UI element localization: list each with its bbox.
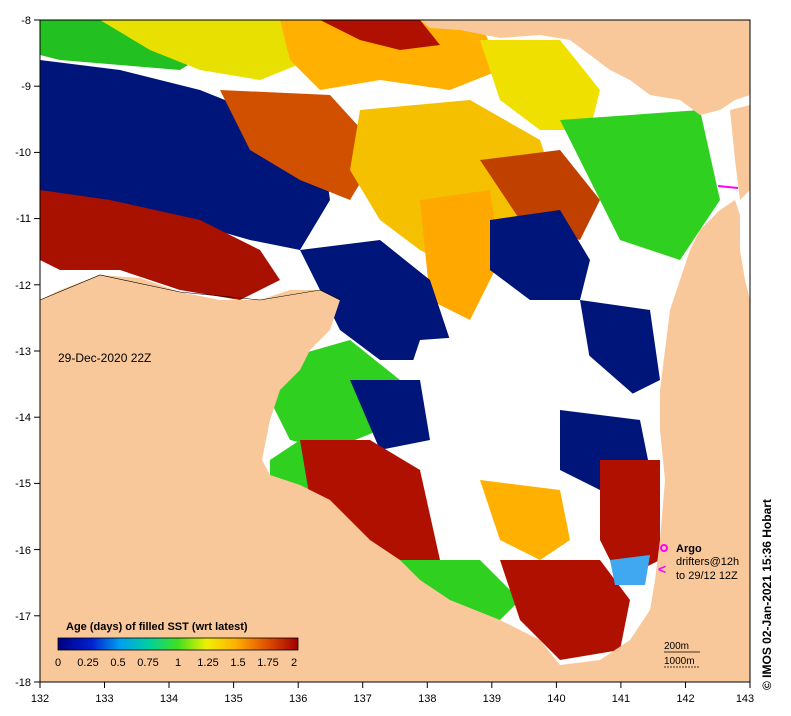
- patch-red-east-gulf: [600, 460, 660, 580]
- patch-lightblue-se: [610, 555, 650, 585]
- lat-label: -9: [21, 81, 31, 93]
- patch-darkorange-mid: [220, 90, 380, 200]
- lat-tick-labels: -8 -9 -10 -11 -12 -13 -14 -15 -16 -17 -1…: [15, 15, 31, 689]
- colorbar-tick: 1: [175, 657, 181, 669]
- argo-label: Argo: [676, 543, 702, 555]
- colorbar-tick: 0: [55, 657, 61, 669]
- depth-label-200m: 200m: [664, 641, 689, 652]
- lon-label: 135: [224, 693, 242, 705]
- colorbar-tick: 0.5: [110, 657, 125, 669]
- lon-label: 136: [289, 693, 307, 705]
- lon-label: 142: [676, 693, 694, 705]
- drifter-track: [717, 185, 739, 189]
- patch-green-ne: [560, 110, 720, 260]
- colorbar-tick: 1.5: [230, 657, 245, 669]
- colorbar: [57, 637, 299, 651]
- lon-label: 134: [160, 693, 178, 705]
- depth-label-1000m: 1000m: [664, 656, 695, 667]
- colorbar-title: Age (days) of filled SST (wrt latest): [66, 621, 248, 633]
- lat-label: -8: [21, 15, 31, 27]
- patch-navy-east: [490, 210, 590, 300]
- drifters-label-1: drifters@12h: [676, 556, 739, 568]
- lon-label: 140: [547, 693, 565, 705]
- imos-credit: © IMOS 02-Jan-2021 15:36 Hobart: [760, 499, 774, 690]
- colorbar-tick-labels: 0 0.25 0.5 0.75 1 1.25 1.5 1.75 2: [55, 657, 297, 669]
- argo-marker-icon: [660, 544, 668, 552]
- patch-red-north: [320, 20, 440, 50]
- lon-label: 139: [483, 693, 501, 705]
- land: [40, 20, 750, 682]
- colorbar-tick: 0.25: [77, 657, 98, 669]
- drifters-label-2: to 29/12 12Z: [676, 570, 738, 582]
- lat-label: -11: [16, 213, 31, 225]
- land-new-guinea: [420, 20, 750, 115]
- patch-orange-gulf-south: [480, 480, 570, 560]
- lat-label: -18: [15, 677, 31, 689]
- lon-tick-labels: 132 133 134 135 136 137 138 139 140 141 …: [31, 693, 754, 705]
- patch-navy-ne-gulf: [580, 300, 660, 400]
- land-top-end: [40, 200, 750, 682]
- lat-tick-marks: [34, 19, 40, 683]
- patch-red-center: [480, 150, 600, 240]
- patch-navy-center: [300, 240, 450, 360]
- lat-label: -10: [15, 147, 31, 159]
- lat-label: -17: [15, 611, 31, 623]
- lat-label: -15: [15, 478, 31, 490]
- patch-orange-north: [280, 20, 500, 90]
- lat-label: -13: [15, 346, 31, 358]
- lon-label: 132: [31, 693, 49, 705]
- lat-label: -14: [15, 412, 31, 424]
- lon-label: 143: [736, 693, 754, 705]
- colorbar-tick: 1.25: [197, 657, 218, 669]
- colorbar-tick: 2: [291, 657, 297, 669]
- lon-tick-marks: [39, 682, 751, 688]
- coastline-west: [39, 274, 341, 301]
- patch-navy-west-gulf: [350, 380, 430, 450]
- land-cape-york-tip: [730, 105, 750, 200]
- lon-label: 137: [354, 693, 372, 705]
- lon-label: 138: [418, 693, 436, 705]
- patch-yellow-north: [100, 20, 310, 80]
- drifter-tracks: [717, 185, 739, 189]
- patch-green-west-gulf: [270, 340, 400, 450]
- patch-red-south: [500, 560, 630, 660]
- colorbar-tick: 0.75: [137, 657, 158, 669]
- drifter-marker-icon: <: [658, 561, 666, 577]
- patch-white-gulf: [400, 330, 650, 560]
- patch-orange-central: [420, 190, 500, 320]
- patch-yellow-ne: [480, 40, 600, 130]
- map-timestamp: 29-Dec-2020 22Z: [58, 351, 151, 365]
- lat-label: -16: [15, 545, 31, 557]
- lon-label: 141: [612, 693, 630, 705]
- lat-label: -12: [15, 280, 31, 292]
- patch-red-west: [40, 190, 280, 300]
- colorbar-tick: 1.75: [257, 657, 278, 669]
- lon-label: 133: [95, 693, 113, 705]
